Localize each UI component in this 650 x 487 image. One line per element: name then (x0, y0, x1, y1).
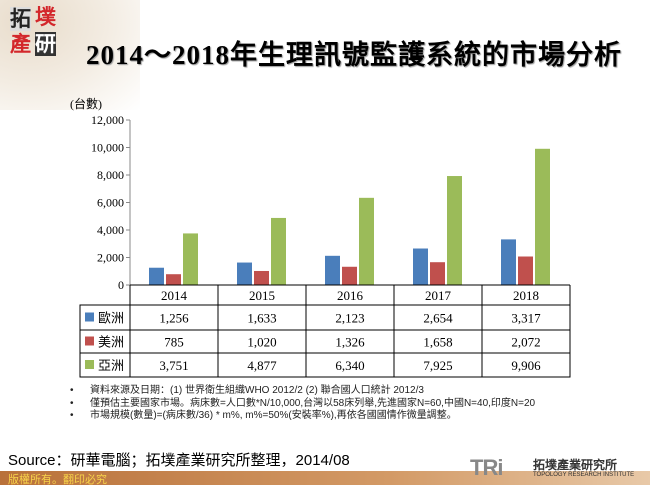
data-label: 2,654 (423, 311, 453, 326)
logo: 拓 墣 產 研 (10, 5, 56, 56)
bar-亞洲-2014 (183, 233, 198, 285)
x-tick-label: 2017 (425, 288, 452, 303)
y-tick-label: 2,000 (97, 251, 124, 265)
data-label: 9,906 (511, 358, 541, 373)
data-label: 2,123 (335, 311, 364, 326)
bar-亞洲-2017 (447, 176, 462, 285)
y-tick-label: 0 (118, 278, 124, 292)
copyright-text: 版權所有。翻印必究 (8, 474, 107, 486)
legend-swatch-美洲 (85, 336, 94, 346)
y-tick-label: 12,000 (91, 113, 124, 127)
bar-歐洲-2016 (325, 255, 340, 285)
x-tick-label: 2016 (337, 288, 364, 303)
bar-亞洲-2018 (535, 148, 550, 285)
x-tick-label: 2018 (513, 288, 539, 303)
tri-logo: TRi (470, 455, 503, 480)
x-tick-label: 2014 (161, 288, 188, 303)
data-label: 1,256 (159, 311, 189, 326)
bar-美洲-2018 (518, 256, 533, 285)
y-tick-label: 4,000 (97, 223, 124, 237)
bar-歐洲-2015 (237, 262, 252, 285)
org-name-cn: 拓墣產業研究所 (533, 458, 618, 472)
bar-美洲-2016 (342, 266, 357, 285)
data-label: 4,877 (247, 358, 277, 373)
note: 資料來源及日期：(1) 世界衛生組織WHO 2012/2 (2) 聯合國人口統計… (70, 385, 535, 398)
legend-swatch-歐洲 (85, 312, 94, 322)
data-label: 2,072 (511, 335, 540, 350)
org-name-en: TOPOLOGY RESEARCH INSTITUTE (533, 472, 635, 478)
bar-亞洲-2016 (359, 197, 374, 285)
data-label: 6,340 (335, 358, 364, 373)
bar-美洲-2014 (166, 274, 181, 285)
y-tick-label: 8,000 (97, 168, 124, 182)
bar-美洲-2015 (254, 270, 269, 285)
y-axis-label: (台數) (70, 96, 102, 111)
notes: 資料來源及日期：(1) 世界衛生組織WHO 2012/2 (2) 聯合國人口統計… (70, 385, 535, 423)
bar-美洲-2017 (430, 262, 445, 285)
legend-label: 亞洲 (98, 358, 124, 373)
data-label: 1,020 (247, 335, 276, 350)
page-title: 2014～2018年生理訊號監護系統的市場分析 (86, 40, 622, 70)
source-text: Source：研華電腦；拓墣產業研究所整理，2014/08 (8, 452, 350, 469)
data-table-border (79, 304, 571, 378)
legend-swatch-亞洲 (85, 360, 94, 369)
data-label: 1,633 (247, 311, 276, 326)
data-label: 1,326 (335, 335, 365, 350)
footer-bar (0, 471, 650, 485)
data-label: 1,658 (423, 335, 452, 350)
y-tick-label: 6,000 (97, 196, 124, 210)
bar-歐洲-2018 (501, 239, 516, 285)
bar-歐洲-2014 (149, 267, 164, 285)
data-label: 3,751 (159, 358, 188, 373)
bar-亞洲-2015 (271, 217, 286, 285)
legend-label: 歐洲 (98, 311, 124, 326)
bar-chart: (台數) 0 2,000 4,000 6,000 8,000 10,000 12,000 201… (70, 96, 571, 378)
note: 僅預估主要國家市場。病床數=人口數*N/10,000,台灣以58床列舉,先進國家… (70, 398, 535, 411)
y-tick-label: 10,000 (91, 141, 124, 155)
legend-label: 美洲 (98, 335, 124, 350)
x-tick-label: 2015 (249, 288, 275, 303)
data-label: 785 (164, 335, 184, 350)
data-label: 7,925 (423, 358, 452, 373)
data-label: 3,317 (511, 311, 541, 326)
note: 市場規模(數量)=(病床數/36) * m%, m%=50%(安裝率%),再依各… (70, 410, 535, 423)
bar-歐洲-2017 (413, 248, 428, 285)
